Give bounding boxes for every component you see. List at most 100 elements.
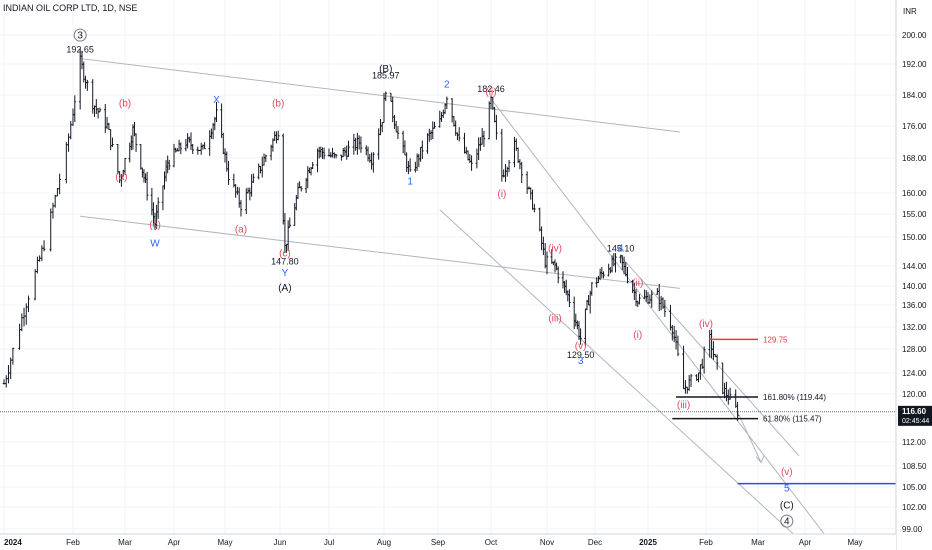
y-tick-label: 168.00 — [902, 154, 927, 163]
ohlc-bar — [295, 194, 298, 211]
ohlc-bar — [199, 142, 203, 155]
ohlc-bar — [495, 114, 498, 140]
x-axis[interactable]: 2024 Feb Mar Apr May Jun Jul Aug Sep Oct Nov Dec 202… — [4, 538, 863, 547]
ohlc-bar — [663, 299, 667, 317]
ohlc-bar — [687, 375, 691, 391]
ohlc-bar — [142, 169, 146, 183]
wave-label-circle — [73, 28, 87, 42]
ohlc-bar — [264, 154, 268, 163]
ohlc-bar — [587, 295, 590, 306]
y-tick-label: 124.00 — [902, 369, 927, 378]
ohlc-bar — [93, 105, 96, 117]
ohlc-bar — [306, 166, 310, 189]
ohlc-bar — [20, 313, 24, 332]
ohlc-bar — [382, 92, 386, 123]
wave-label: (A) — [278, 283, 291, 294]
ohlc-bar — [273, 131, 276, 141]
ohlc-bar — [352, 133, 356, 155]
ohlc-bar — [319, 146, 323, 158]
ohlc-bar — [507, 159, 511, 173]
x-tick-label: Oct — [485, 538, 498, 547]
ohlc-bar — [316, 148, 319, 173]
ohlc-bar — [286, 220, 290, 251]
ohlc-bar — [222, 132, 225, 155]
x-tick-label: Jun — [274, 538, 287, 547]
ohlc-bar — [296, 182, 300, 200]
wave-label: 2 — [444, 79, 450, 90]
ohlc-bar — [354, 137, 357, 151]
ohlc-bar — [281, 133, 285, 225]
ohlc-bar — [186, 133, 189, 149]
ohlc-bar — [408, 158, 412, 172]
ohlc-bar — [590, 282, 594, 296]
ohlc-bar — [648, 294, 652, 304]
ohlc-bar — [123, 157, 127, 175]
ohlc-bar — [341, 147, 345, 158]
ohlc-bar — [105, 117, 109, 130]
ohlc-bar — [357, 135, 361, 150]
ohlc-bar — [4, 375, 8, 388]
y-tick-label: 176.00 — [902, 122, 927, 131]
price-note: 192.65 — [66, 45, 94, 55]
ohlc-bar — [445, 96, 449, 110]
channel-line[interactable] — [490, 98, 833, 544]
ohlc-bar — [419, 146, 422, 162]
ohlc-bar — [311, 162, 314, 170]
x-tick-label: Sep — [431, 538, 446, 547]
ohlc-bar — [542, 236, 545, 256]
ohlc-bar — [347, 140, 350, 157]
channel-line[interactable] — [737, 411, 762, 463]
x-tick-label: Feb — [699, 538, 713, 547]
channel-line[interactable] — [80, 58, 680, 133]
ohlc-bar — [288, 217, 292, 228]
wave-label: 4 — [784, 517, 790, 528]
ohlc-bar — [334, 154, 338, 159]
price-badge: 116.60 02:45:44 — [898, 405, 932, 426]
ohlc-bar — [685, 386, 689, 394]
ohlc-bar — [545, 251, 549, 275]
x-tick-label: Aug — [377, 538, 391, 547]
ohlc-bar — [111, 137, 114, 147]
ohlc-bar — [237, 187, 241, 208]
ohlc-bar — [321, 147, 324, 160]
ohlc-bar — [393, 114, 396, 129]
ohlc-bar — [191, 144, 194, 154]
x-axis-panel — [0, 534, 896, 550]
channel-line[interactable] — [80, 215, 680, 289]
x-tick-label: Mar — [751, 538, 765, 547]
ohlc-bar — [331, 147, 334, 158]
ohlc-bar — [24, 303, 28, 325]
ohlc-bar — [734, 389, 738, 408]
ohlc-bar — [86, 79, 89, 91]
y-tick-label: 155.00 — [902, 210, 927, 219]
wave-label: (i) — [633, 330, 642, 341]
price-note: 129.50 — [567, 350, 595, 360]
ohlc-bar — [128, 142, 132, 163]
ohlc-bar — [150, 187, 154, 216]
ohlc-bar — [540, 226, 543, 251]
channel-line[interactable] — [439, 209, 820, 550]
ohlc-bar — [504, 164, 507, 182]
ohlc-bar — [699, 364, 702, 380]
wave-label: (c) — [149, 220, 161, 231]
ohlc-bar — [407, 161, 410, 175]
x-tick-label: 2025 — [639, 538, 657, 547]
x-tick-label: Jul — [324, 538, 334, 547]
x-tick-label: Nov — [540, 538, 554, 547]
ohlc-bar — [164, 160, 168, 182]
ohlc-bar — [9, 357, 12, 380]
ohlc-bar — [189, 132, 193, 151]
y-axis[interactable]: 99.00102.00105.00108.50112.00116.00120.0… — [902, 31, 927, 534]
ohlc-bar — [95, 99, 98, 115]
ohlc-bar — [275, 131, 278, 144]
ohlc-bar — [394, 120, 398, 133]
ohlc-bar — [405, 152, 408, 172]
ohlc-bar — [177, 139, 181, 152]
level-label: 161.80% (119.44) — [763, 393, 826, 402]
ohlc-bar — [529, 187, 533, 200]
ohlc-bar — [248, 187, 252, 201]
y-tick-label: 144.00 — [902, 262, 927, 271]
ohlc-bar — [69, 121, 73, 140]
ohlc-bar — [220, 103, 223, 138]
